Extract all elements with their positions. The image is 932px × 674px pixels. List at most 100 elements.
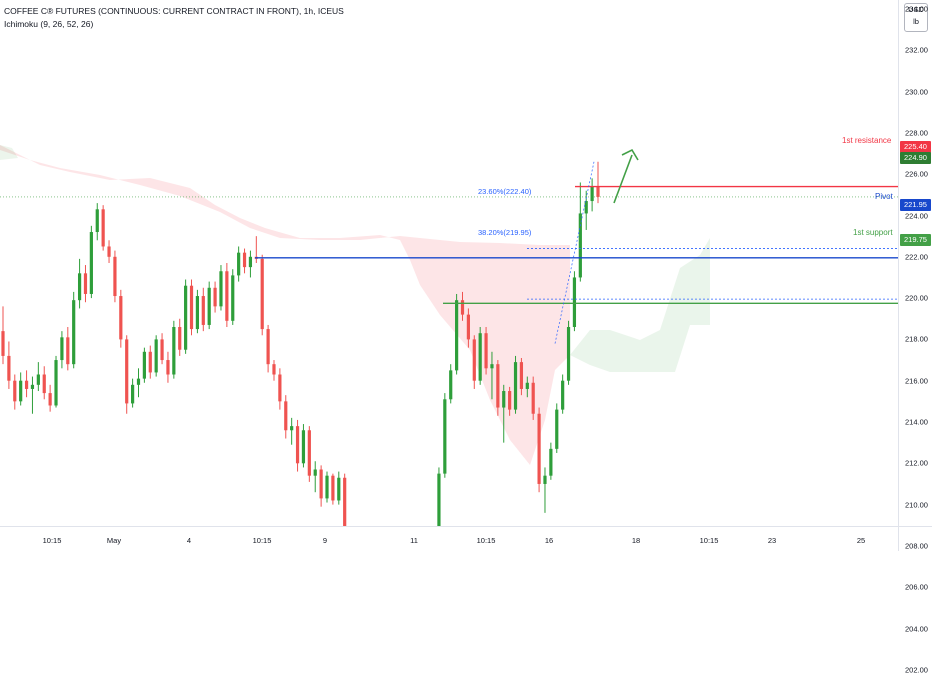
candle-body — [131, 384, 135, 404]
candle-body — [508, 391, 512, 410]
candle-body — [537, 413, 541, 484]
candle — [219, 265, 223, 311]
time-tick: 10:15 — [252, 536, 272, 545]
projection-arrow-head — [621, 148, 639, 161]
candle — [248, 250, 253, 278]
candle — [207, 281, 211, 330]
time-tick: 18 — [631, 536, 641, 545]
candle — [189, 279, 194, 336]
candle — [60, 331, 64, 369]
candle — [584, 190, 588, 230]
candle — [460, 291, 465, 321]
unit-currency: USD — [908, 5, 924, 14]
candle — [36, 362, 40, 392]
candle — [496, 360, 500, 416]
candle — [95, 203, 99, 241]
candle-body — [113, 256, 117, 297]
pivot-price-badge: 221.95 — [900, 199, 931, 211]
time-axis[interactable] — [0, 526, 898, 551]
candle-body — [172, 327, 176, 375]
candle-body — [325, 475, 329, 499]
candle-body — [30, 384, 35, 389]
candle — [107, 240, 111, 263]
candle — [72, 291, 76, 369]
candle-body — [449, 370, 453, 400]
candle-body — [83, 273, 88, 294]
candle-body — [555, 409, 559, 449]
candle-body — [513, 362, 518, 410]
candle — [472, 335, 476, 389]
symbol-title[interactable]: COFFEE C® FUTURES (CONTINUOUS: CURRENT C… — [4, 6, 344, 16]
candle — [148, 345, 152, 379]
candle — [272, 360, 276, 381]
candle — [24, 370, 29, 398]
candle — [131, 378, 135, 408]
candle — [77, 258, 82, 309]
time-tick: 9 — [322, 536, 328, 545]
time-tick: 10:15 — [476, 536, 496, 545]
candle — [561, 374, 565, 414]
candle-body — [154, 339, 158, 373]
candle — [113, 250, 117, 303]
candle — [242, 248, 247, 274]
candle — [266, 324, 270, 373]
candle-body — [72, 300, 76, 365]
candle — [290, 417, 294, 445]
candle — [519, 357, 524, 396]
time-tick: 23 — [767, 536, 777, 545]
candle-body — [195, 296, 200, 330]
candle — [466, 308, 470, 348]
price-tick: 212.00 — [905, 458, 928, 468]
price-tick: 218.00 — [905, 334, 928, 344]
candle — [319, 465, 323, 507]
candle — [101, 205, 105, 251]
price-tick: 206.00 — [905, 582, 928, 592]
chart-canvas[interactable] — [0, 0, 898, 664]
price-tick: 208.00 — [905, 541, 928, 551]
candle-body — [525, 382, 529, 389]
candle-body — [590, 186, 594, 202]
axis-corner — [898, 526, 932, 551]
projection-arrow-shaft — [613, 154, 633, 204]
price-tick: 234.00 — [905, 4, 928, 14]
candle-body — [101, 209, 105, 247]
unit-button[interactable]: USD lb — [904, 3, 928, 32]
indicator-label[interactable]: Ichimoku (9, 26, 52, 26) — [4, 19, 94, 29]
candle — [437, 467, 441, 561]
candle-body — [201, 296, 205, 325]
candle — [225, 262, 229, 328]
candle — [572, 271, 577, 332]
candle — [590, 178, 594, 212]
candle — [136, 368, 141, 398]
candle-body — [189, 285, 194, 330]
candle — [278, 368, 282, 410]
chart-area[interactable] — [0, 0, 898, 664]
time-tick: 11 — [410, 536, 418, 545]
candle-body — [231, 275, 235, 321]
candle-body — [24, 380, 29, 389]
price-axis[interactable] — [898, 0, 932, 526]
candle-body — [502, 391, 506, 408]
candle — [502, 384, 506, 443]
time-tick: 4 — [186, 536, 192, 545]
time-tick: May — [106, 536, 122, 545]
candle — [66, 327, 70, 371]
candle — [449, 364, 453, 404]
candle — [325, 471, 329, 503]
candle — [19, 372, 23, 406]
time-tick: 10:15 — [42, 536, 62, 545]
candle-body — [307, 430, 311, 476]
candle-body — [13, 380, 17, 402]
candle — [172, 320, 176, 379]
candle-body — [237, 252, 241, 276]
fib-lower-label: 38.20%(219.95) — [478, 228, 532, 237]
support-label: 1st support — [853, 228, 893, 237]
candle-body — [213, 287, 217, 307]
candle — [490, 351, 494, 400]
candle — [142, 347, 146, 383]
candle-body — [466, 314, 470, 340]
candle — [555, 403, 559, 453]
resistance-label: 1st resistance — [842, 136, 892, 145]
price-tick: 230.00 — [905, 87, 928, 97]
candle-body — [142, 351, 146, 379]
